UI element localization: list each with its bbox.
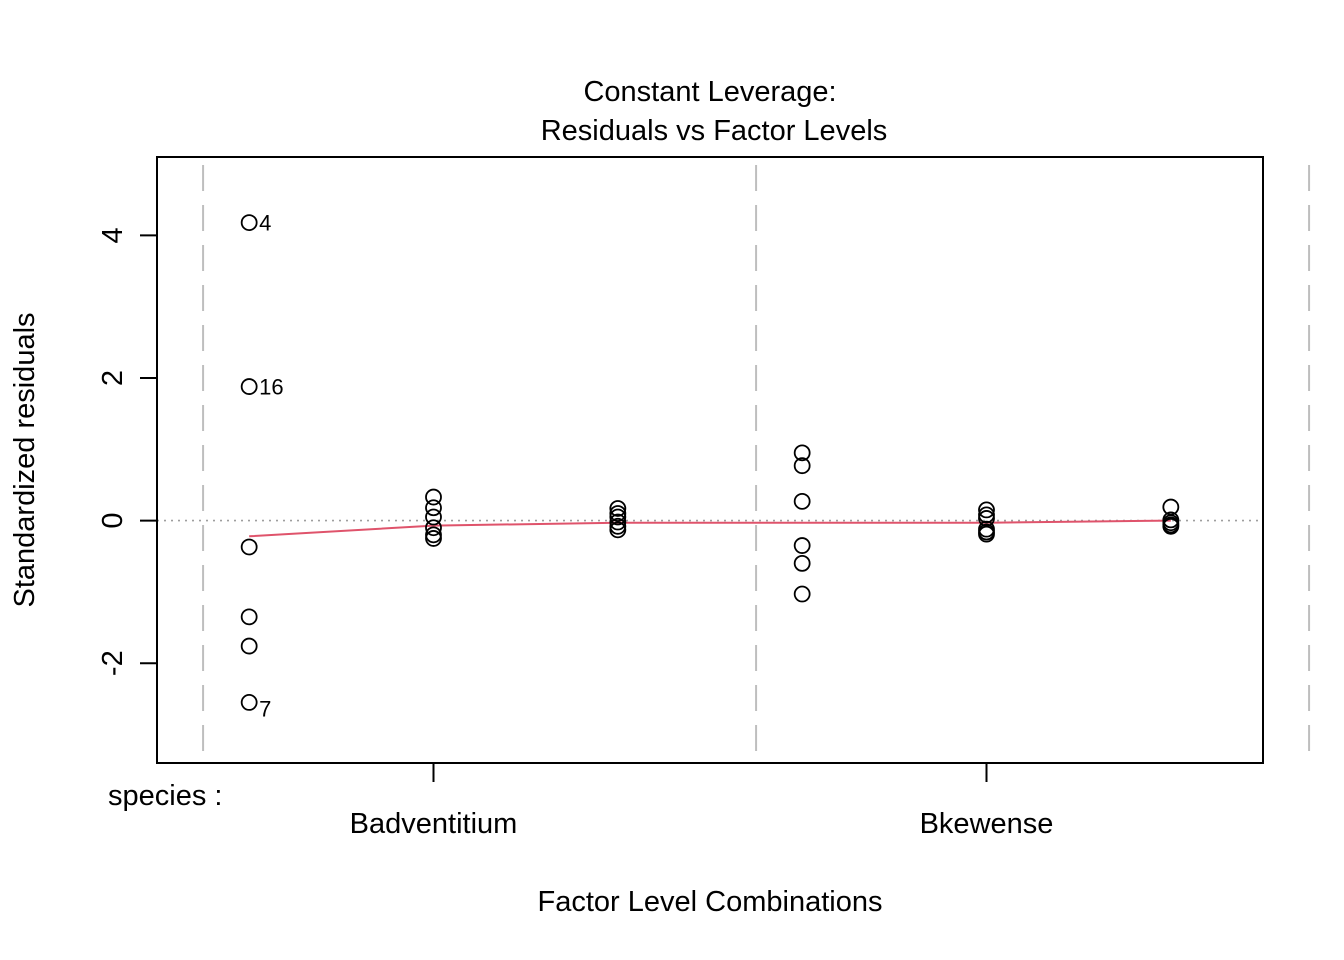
- data-point-g1-3: [240, 538, 258, 556]
- data-point-g1-1: [240, 214, 258, 231]
- factor-level-label-badventitium: Badventitium: [350, 808, 518, 840]
- y-tick-label-1: 0: [97, 513, 129, 529]
- data-point-g1-2: [240, 378, 258, 395]
- y-tick-label-2: 2: [97, 370, 129, 386]
- data-point-g1-4: [240, 608, 258, 626]
- data-point-g4-6: [793, 585, 811, 603]
- data-point-g4-3: [793, 492, 811, 510]
- data-point-g4-5: [793, 554, 811, 572]
- factor-level-label-bkewense: Bkewense: [920, 808, 1054, 840]
- data-point-g1-5: [240, 637, 258, 655]
- chart-title: Constant Leverage:: [583, 76, 836, 108]
- plot-frame: [156, 156, 1264, 764]
- data-point-g2-1: [425, 488, 442, 506]
- y-axis-label: Standardized residuals: [9, 312, 41, 607]
- data-point-g4-4: [793, 537, 811, 554]
- data-point-g2-2: [425, 499, 442, 517]
- data-point-g5-6: [978, 525, 995, 543]
- chart-subtitle: Residuals vs Factor Levels: [541, 115, 888, 147]
- x-axis-label: Factor Level Combinations: [538, 886, 883, 918]
- factor-label: species :: [108, 780, 222, 812]
- plot-area: 4 16 7 -2 0 2 4 Badventitium Bkewense: [97, 156, 1311, 840]
- data-point-g4-1: [793, 444, 811, 462]
- data-point-g3-4: [609, 513, 627, 531]
- data-point-g1-6: [240, 694, 258, 711]
- data-point-g3-6: [609, 521, 627, 539]
- data-point-g2-4: [425, 519, 442, 537]
- point-label-7: 7: [259, 696, 271, 721]
- y-tick-label-3: 4: [97, 227, 129, 243]
- point-label-16: 16: [259, 375, 283, 400]
- smoothed-mean-line: [249, 519, 1171, 538]
- data-point-g5-1: [978, 501, 995, 519]
- y-tick-label-0: -2: [97, 650, 129, 676]
- data-point-g6-5: [1162, 517, 1180, 535]
- point-label-4: 4: [259, 211, 271, 236]
- data-point-g3-1: [609, 500, 627, 517]
- data-point-g2-3: [425, 508, 442, 526]
- data-point-g2-6: [425, 530, 442, 547]
- data-point-g4-2: [793, 457, 811, 475]
- data-point-g3-3: [609, 508, 627, 526]
